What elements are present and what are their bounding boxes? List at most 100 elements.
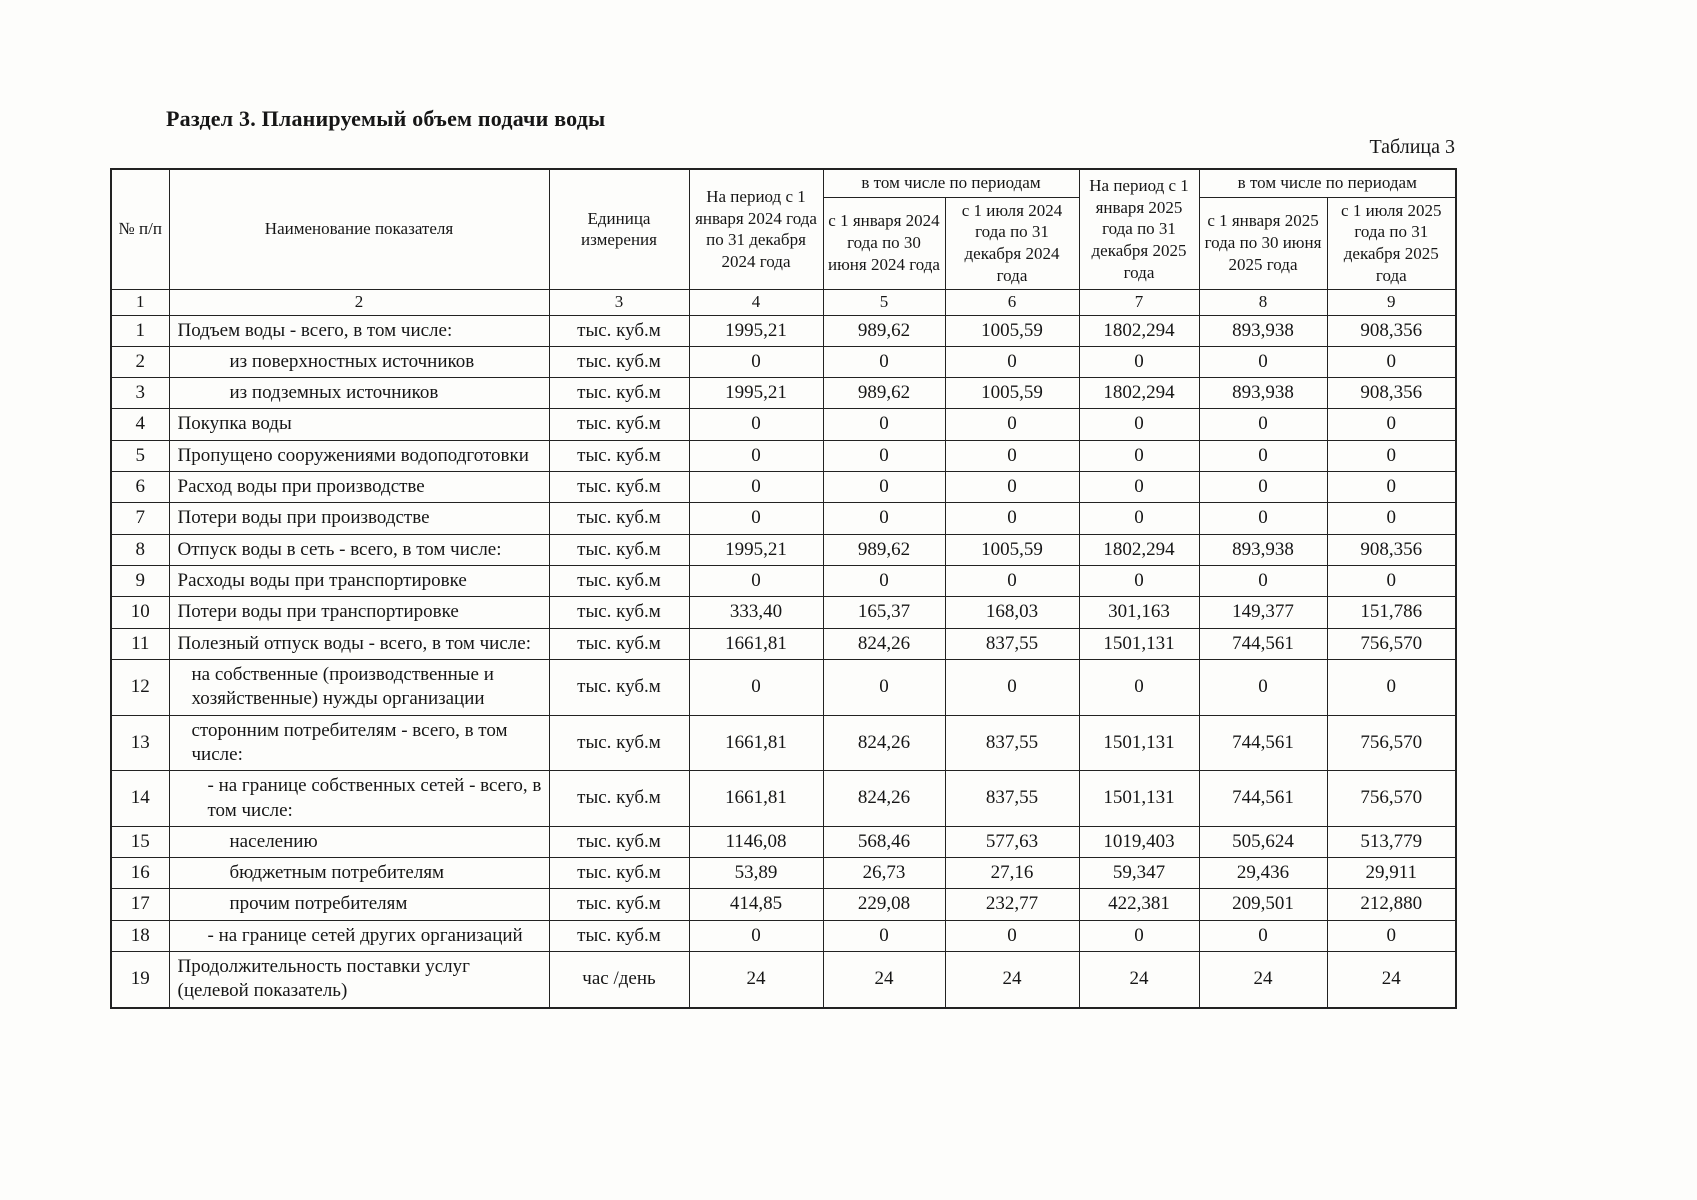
value-cell: 229,08 bbox=[822, 888, 946, 921]
value-cell: 1005,59 bbox=[944, 377, 1080, 410]
row-number-cell: 6 bbox=[110, 471, 170, 504]
value-cell: 1802,294 bbox=[1078, 377, 1200, 410]
value-cell: 1501,131 bbox=[1078, 627, 1200, 660]
value-cell: 893,938 bbox=[1198, 314, 1328, 347]
table-row: 9 Расходы воды при транспортировке тыс. ку… bbox=[110, 564, 1457, 598]
value-cell: 893,938 bbox=[1198, 533, 1328, 567]
value-cell: 0 bbox=[688, 408, 824, 441]
value-cell: 0 bbox=[944, 502, 1080, 535]
value-cell: 989,62 bbox=[822, 533, 946, 567]
table-row: 4 Покупка воды тыс. куб.м 0 0 0 0 0 0 bbox=[110, 408, 1457, 441]
unit-cell: тыс. куб.м bbox=[548, 408, 690, 441]
column-number: 5 bbox=[822, 288, 946, 316]
row-number-cell: 4 bbox=[110, 408, 170, 441]
indicator-name-cell: Подъем воды - всего, в том числе: bbox=[168, 314, 550, 347]
value-cell: 756,570 bbox=[1326, 627, 1457, 660]
value-cell: 149,377 bbox=[1198, 596, 1328, 629]
indicator-name-cell: прочим потребителям bbox=[168, 888, 550, 921]
indicator-name-cell: бюджетным потребителям bbox=[168, 857, 550, 890]
header-num: № п/п bbox=[110, 168, 170, 290]
value-cell: 24 bbox=[944, 951, 1080, 1009]
value-cell: 568,46 bbox=[822, 825, 946, 859]
column-number: 3 bbox=[548, 288, 690, 316]
column-number: 4 bbox=[688, 288, 824, 316]
value-cell: 0 bbox=[822, 658, 946, 716]
value-cell: 0 bbox=[1326, 502, 1457, 535]
indicator-name-cell: из подземных источников bbox=[168, 377, 550, 410]
value-cell: 151,786 bbox=[1326, 596, 1457, 629]
value-cell: 0 bbox=[1078, 658, 1200, 716]
value-cell: 1661,81 bbox=[688, 770, 824, 827]
row-number-cell: 2 bbox=[110, 345, 170, 379]
table-row: 19 Продолжительность поставки услуг (целе… bbox=[110, 951, 1457, 1009]
value-cell: 0 bbox=[944, 471, 1080, 504]
indicator-name-cell: сторонним потребителям - всего, в том чи… bbox=[168, 714, 550, 772]
table-row: 17 прочим потребителям тыс. куб.м 414,85 229… bbox=[110, 888, 1457, 921]
unit-cell: тыс. куб.м bbox=[548, 533, 690, 567]
indicator-name-cell: Потери воды при транспортировке bbox=[168, 596, 550, 629]
table-row: 1 Подъем воды - всего, в том числе: тыс. к… bbox=[110, 314, 1457, 347]
value-cell: 24 bbox=[1198, 951, 1328, 1009]
value-cell: 165,37 bbox=[822, 596, 946, 629]
value-cell: 1802,294 bbox=[1078, 314, 1200, 347]
row-number-cell: 7 bbox=[110, 502, 170, 535]
table-label: Таблица 3 bbox=[1369, 136, 1455, 158]
indicator-name-cell: Покупка воды bbox=[168, 408, 550, 441]
row-number-cell: 1 bbox=[110, 314, 170, 347]
table-row: 15 населению тыс. куб.м 1146,08 568,46 577,63… bbox=[110, 825, 1457, 859]
value-cell: 0 bbox=[1198, 658, 1328, 716]
value-cell: 513,779 bbox=[1326, 825, 1457, 859]
indicator-name-cell: Полезный отпуск воды - всего, в том числ… bbox=[168, 627, 550, 660]
value-cell: 59,347 bbox=[1078, 857, 1200, 890]
value-cell: 0 bbox=[944, 919, 1080, 953]
value-cell: 0 bbox=[1078, 345, 1200, 379]
table-row: 11 Полезный отпуск воды - всего, в том чи… bbox=[110, 627, 1457, 660]
unit-cell: час /день bbox=[548, 951, 690, 1009]
row-number-cell: 12 bbox=[110, 658, 170, 716]
header-row-top: № п/п Наименование показателя Единица из… bbox=[110, 168, 1457, 290]
column-number: 7 bbox=[1078, 288, 1200, 316]
value-cell: 422,381 bbox=[1078, 888, 1200, 921]
indicator-name-cell: - на границе собственных сетей - всего, … bbox=[168, 770, 550, 827]
header-period-2025: На период с 1 января 2025 года по 31 дек… bbox=[1078, 168, 1200, 290]
value-cell: 837,55 bbox=[944, 770, 1080, 827]
table-row: 13 сторонним потребителям - всего, в том … bbox=[110, 714, 1457, 772]
indicator-name-cell: - на границе сетей других организаций bbox=[168, 919, 550, 953]
value-cell: 24 bbox=[1078, 951, 1200, 1009]
row-number-cell: 18 bbox=[110, 919, 170, 953]
value-cell: 0 bbox=[1198, 439, 1328, 473]
value-cell: 837,55 bbox=[944, 627, 1080, 660]
column-number: 2 bbox=[168, 288, 550, 316]
row-number-cell: 13 bbox=[110, 714, 170, 772]
value-cell: 0 bbox=[1326, 564, 1457, 598]
table-header: № п/п Наименование показателя Единица из… bbox=[110, 168, 1457, 316]
value-cell: 232,77 bbox=[944, 888, 1080, 921]
table-row: 8 Отпуск воды в сеть - всего, в том числе… bbox=[110, 533, 1457, 567]
table-row: 3 из подземных источников тыс. куб.м 1995,2… bbox=[110, 377, 1457, 410]
value-cell: 212,880 bbox=[1326, 888, 1457, 921]
unit-cell: тыс. куб.м bbox=[548, 627, 690, 660]
row-number-cell: 15 bbox=[110, 825, 170, 859]
value-cell: 1146,08 bbox=[688, 825, 824, 859]
table-body: 1 Подъем воды - всего, в том числе: тыс. к… bbox=[110, 314, 1457, 1009]
value-cell: 1661,81 bbox=[688, 627, 824, 660]
header-row-subperiods: с 1 января 2024 года по 30 июня 2024 год… bbox=[111, 196, 1457, 290]
column-number: 9 bbox=[1326, 288, 1457, 316]
value-cell: 1995,21 bbox=[688, 533, 824, 567]
table-row: 5 Пропущено сооружениями водоподготовки ты… bbox=[110, 439, 1457, 473]
value-cell: 0 bbox=[1078, 471, 1200, 504]
indicator-name-cell: из поверхностных источников bbox=[168, 345, 550, 379]
value-cell: 0 bbox=[688, 658, 824, 716]
value-cell: 0 bbox=[1326, 919, 1457, 953]
value-cell: 1005,59 bbox=[944, 314, 1080, 347]
value-cell: 0 bbox=[1198, 345, 1328, 379]
indicator-name-cell: Потери воды при производстве bbox=[168, 502, 550, 535]
value-cell: 24 bbox=[822, 951, 946, 1009]
unit-cell: тыс. куб.м bbox=[548, 825, 690, 859]
value-cell: 301,163 bbox=[1078, 596, 1200, 629]
value-cell: 0 bbox=[944, 439, 1080, 473]
value-cell: 1019,403 bbox=[1078, 825, 1200, 859]
table-row: 12 на собственные (производственные и хоз… bbox=[110, 658, 1457, 716]
value-cell: 0 bbox=[944, 345, 1080, 379]
row-number-cell: 5 bbox=[110, 439, 170, 473]
